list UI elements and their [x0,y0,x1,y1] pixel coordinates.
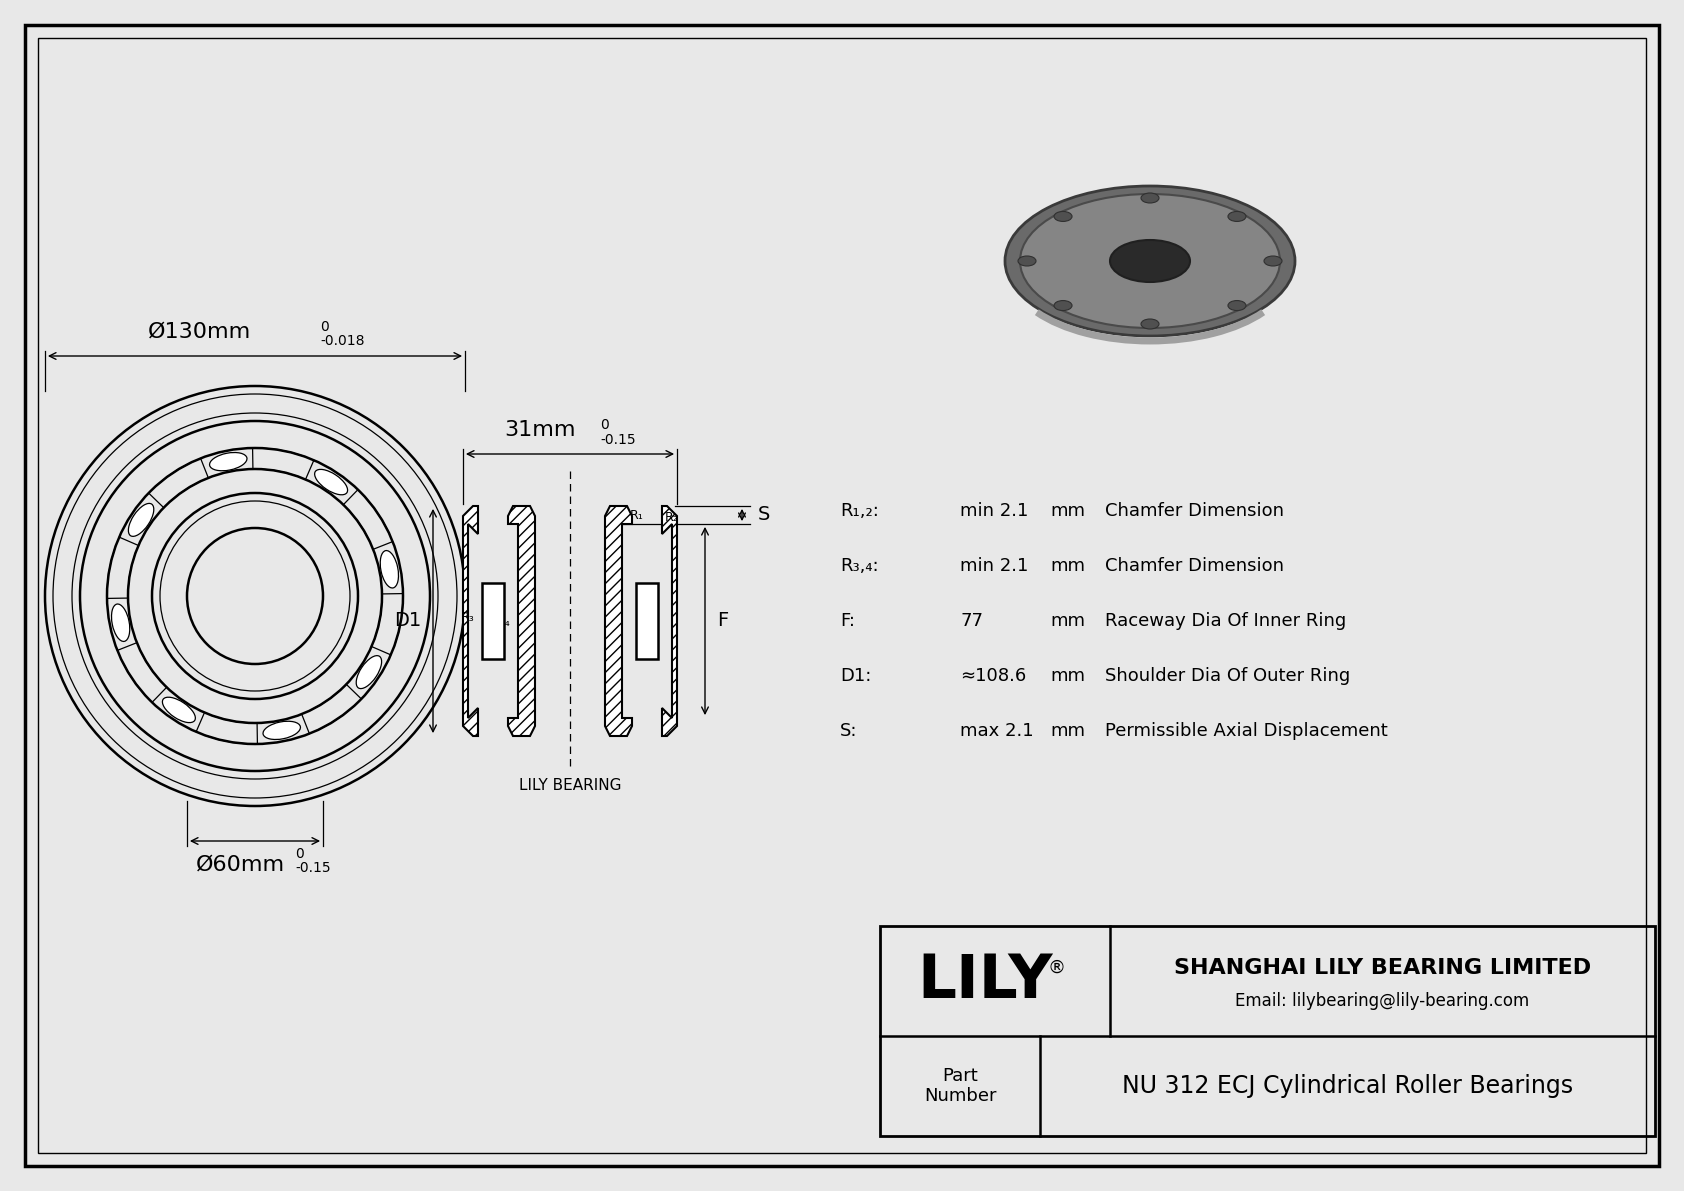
Text: R₁,₂:: R₁,₂: [840,501,879,520]
Ellipse shape [1142,193,1159,202]
Text: Shoulder Dia Of Outer Ring: Shoulder Dia Of Outer Ring [1105,667,1351,685]
Polygon shape [509,506,536,736]
Text: -0.018: -0.018 [320,333,364,348]
Text: Ø60mm: Ø60mm [195,855,285,875]
Ellipse shape [162,697,195,723]
Ellipse shape [1228,212,1246,222]
Text: NU 312 ECJ Cylindrical Roller Bearings: NU 312 ECJ Cylindrical Roller Bearings [1122,1074,1573,1098]
Bar [637,584,658,659]
Polygon shape [662,506,677,736]
Bar [881,925,1655,1136]
Ellipse shape [1019,256,1036,266]
Text: -0.15: -0.15 [600,434,635,447]
Text: Chamfer Dimension: Chamfer Dimension [1105,557,1283,575]
Ellipse shape [128,504,153,536]
Text: F:: F: [840,612,855,630]
Text: -0.15: -0.15 [295,861,330,875]
Text: Ø130mm: Ø130mm [148,322,251,342]
Text: R₃: R₃ [461,611,475,624]
Ellipse shape [381,550,399,588]
Text: R₂: R₂ [665,511,679,524]
Ellipse shape [111,604,130,642]
Text: ®: ® [1047,959,1064,977]
Ellipse shape [1265,256,1282,266]
Text: ≈108.6: ≈108.6 [960,667,1026,685]
Ellipse shape [1021,194,1280,328]
Ellipse shape [209,453,248,470]
Text: R₃,₄:: R₃,₄: [840,557,879,575]
Text: mm: mm [1051,501,1084,520]
Text: F: F [717,611,727,630]
Text: mm: mm [1051,667,1084,685]
Text: min 2.1: min 2.1 [960,501,1029,520]
Text: D1:: D1: [840,667,871,685]
Polygon shape [605,506,632,736]
Text: 0: 0 [320,320,328,333]
Text: R₄: R₄ [497,616,510,629]
Ellipse shape [315,469,347,494]
Ellipse shape [357,655,382,688]
Ellipse shape [263,722,300,740]
Text: Raceway Dia Of Inner Ring: Raceway Dia Of Inner Ring [1105,612,1346,630]
Text: Permissible Axial Displacement: Permissible Axial Displacement [1105,722,1388,740]
Ellipse shape [1142,319,1159,329]
Text: min 2.1: min 2.1 [960,557,1029,575]
Text: LILY BEARING: LILY BEARING [519,778,621,793]
Text: Part
Number: Part Number [925,1067,997,1105]
Ellipse shape [1054,212,1073,222]
Text: R₁: R₁ [630,509,643,522]
Text: D1: D1 [394,611,421,630]
Text: LILY: LILY [918,952,1052,1010]
Text: mm: mm [1051,722,1084,740]
Bar [482,584,504,659]
Ellipse shape [1110,241,1191,282]
Text: 77: 77 [960,612,983,630]
Ellipse shape [1054,300,1073,311]
Polygon shape [463,506,478,736]
Text: 0: 0 [600,418,608,432]
Text: S:: S: [840,722,857,740]
Text: mm: mm [1051,612,1084,630]
Text: S: S [758,505,770,524]
Text: 31mm: 31mm [504,420,576,439]
Text: max 2.1: max 2.1 [960,722,1034,740]
Text: SHANGHAI LILY BEARING LIMITED: SHANGHAI LILY BEARING LIMITED [1174,958,1591,978]
Text: 0: 0 [295,847,303,861]
Text: Email: lilybearing@lily-bearing.com: Email: lilybearing@lily-bearing.com [1236,992,1529,1010]
Text: mm: mm [1051,557,1084,575]
Ellipse shape [1228,300,1246,311]
Text: Chamfer Dimension: Chamfer Dimension [1105,501,1283,520]
Ellipse shape [1005,186,1295,336]
